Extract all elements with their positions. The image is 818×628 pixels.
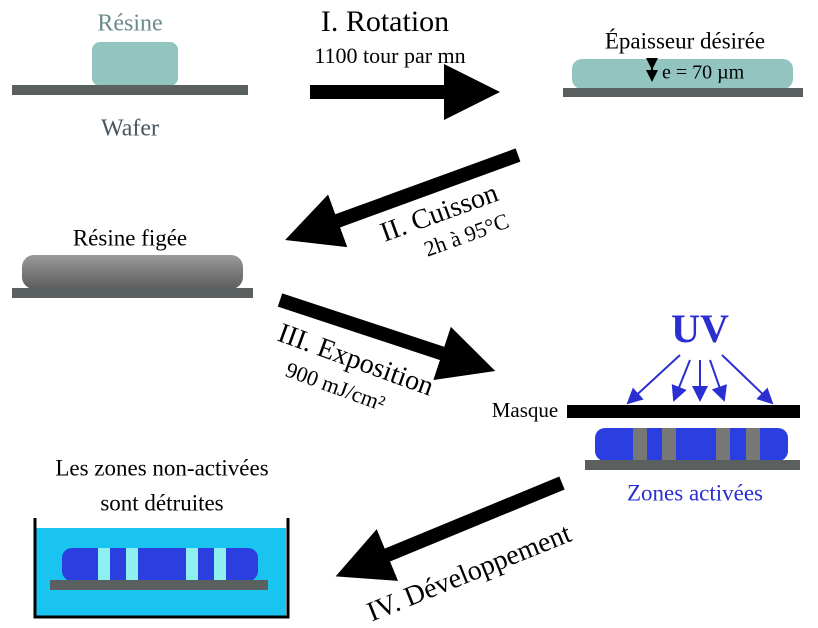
step-detail: 1100 tour par mn <box>314 43 465 68</box>
active-label: Zones activées <box>627 480 763 505</box>
mask <box>567 405 800 418</box>
development-label: sont détruites <box>100 490 223 515</box>
mask-label: Masque <box>492 398 559 422</box>
active-zones <box>633 428 760 461</box>
thickness-stage: Épaisseur désirée e = 70 µm <box>563 28 803 97</box>
baked-label: Résine figée <box>73 225 187 250</box>
thickness-value: e = 70 µm <box>662 62 745 84</box>
wafer <box>50 580 268 590</box>
step-arrow <box>285 148 521 248</box>
uv-label: UV <box>671 306 729 351</box>
resin <box>572 59 793 89</box>
step-title: I. Rotation <box>321 5 449 38</box>
wafer <box>563 88 803 97</box>
wafer-label: Wafer <box>101 116 159 142</box>
uv-rays <box>626 354 774 405</box>
resin-label: Résine <box>97 11 162 37</box>
wafer <box>585 460 800 470</box>
resin-stage: Résine Wafer <box>12 11 248 142</box>
baked-stage: Résine figée <box>12 225 253 298</box>
container <box>33 518 290 619</box>
thickness-title: Épaisseur désirée <box>605 28 765 53</box>
resin <box>62 548 258 581</box>
wafer <box>12 288 253 298</box>
step-arrow <box>277 293 496 381</box>
dissolved-zones <box>98 548 226 581</box>
development-stage: Les zones non-activées sont détruites <box>33 455 290 619</box>
development-label: Les zones non-activées <box>55 455 268 480</box>
wafer <box>12 85 248 95</box>
exposure-stage: UV Masque Zones activées <box>492 306 800 505</box>
baked-resin <box>22 255 243 289</box>
step-arrow <box>335 476 565 581</box>
resin <box>92 42 178 86</box>
step-title: IV. Développement <box>363 518 576 628</box>
